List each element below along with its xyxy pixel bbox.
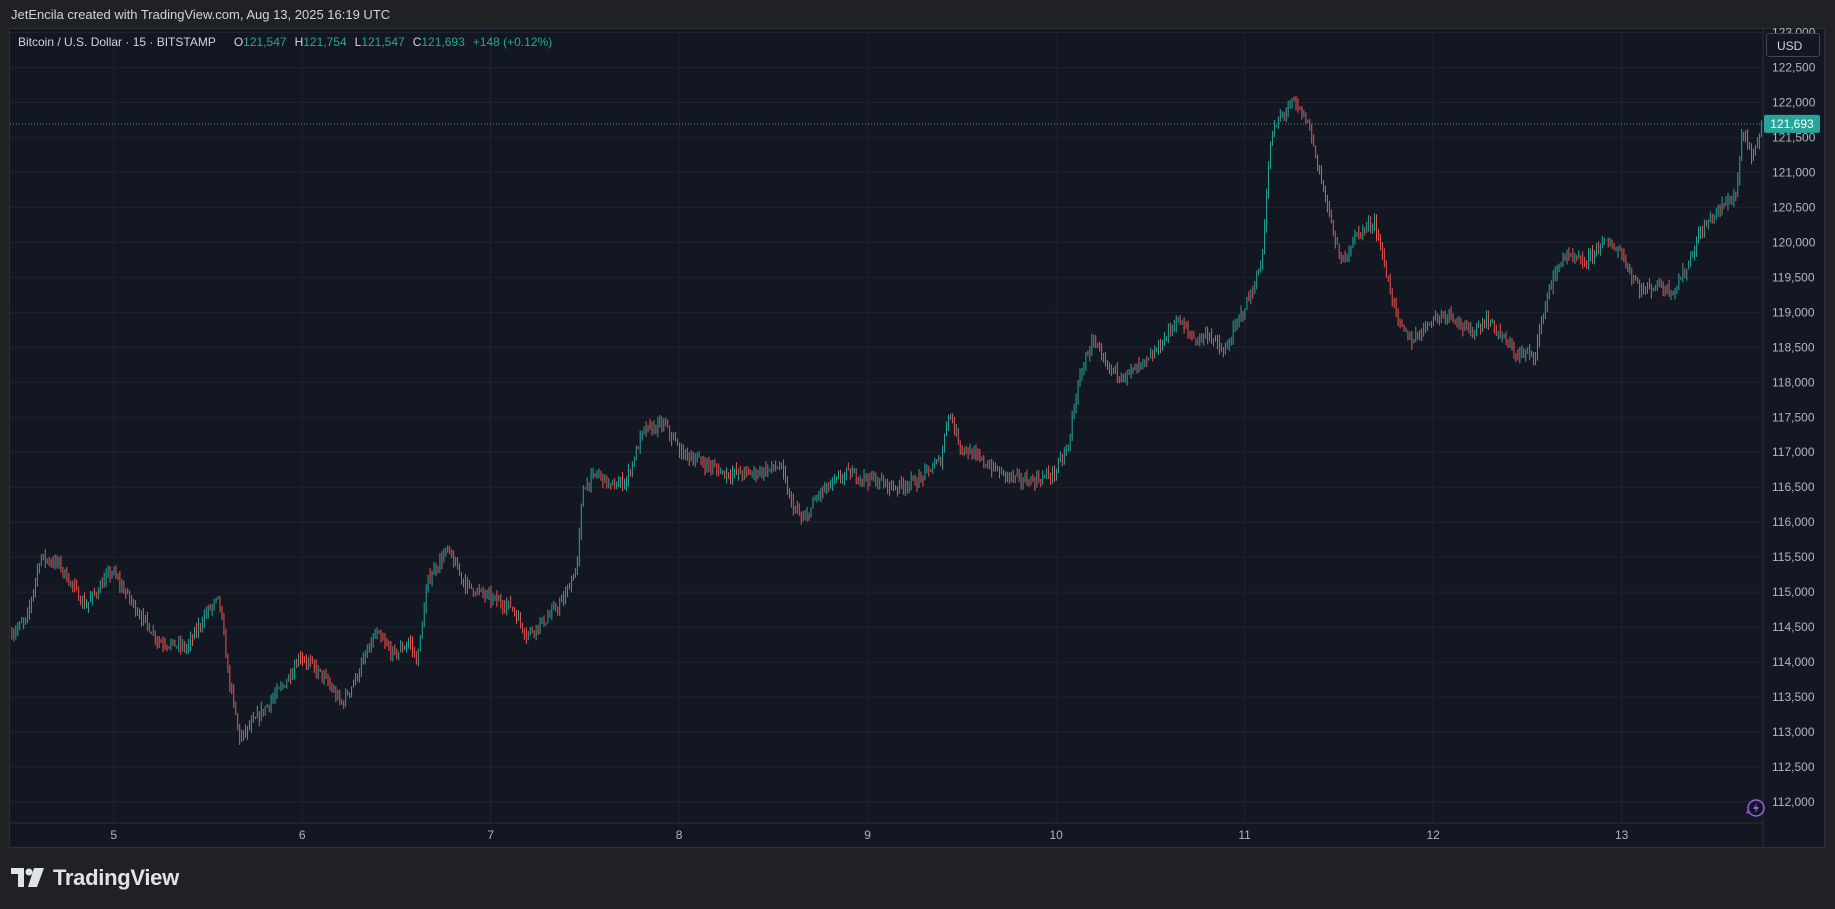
price-tick-label: 113,000	[1772, 725, 1815, 739]
time-tick-label: 10	[1049, 828, 1063, 842]
price-tick-label: 115,000	[1772, 585, 1815, 599]
price-tick-label: 112,000	[1772, 795, 1815, 809]
time-tick-label: 8	[676, 828, 683, 842]
price-tick-label: 114,000	[1772, 655, 1815, 669]
price-tick-label: 121,500	[1772, 130, 1816, 144]
change-value: +148 (+0.12%)	[472, 35, 553, 49]
price-tick-label: 119,000	[1772, 305, 1815, 319]
open-label: O	[233, 35, 244, 49]
tradingview-wordmark: TradingView	[53, 865, 179, 890]
open-value: 121,547	[243, 35, 287, 49]
attribution-text: JetEncila created with TradingView.com, …	[11, 7, 391, 22]
price-tick-label: 121,000	[1772, 165, 1816, 179]
price-tick-label: 112,500	[1772, 760, 1815, 774]
price-tick-label: 116,000	[1772, 515, 1815, 529]
time-tick-label: 5	[110, 828, 117, 842]
price-tick-label: 122,000	[1772, 95, 1816, 109]
price-tick-label: 116,500	[1772, 480, 1815, 494]
chart-attribution-bar: JetEncila created with TradingView.com, …	[0, 0, 1835, 28]
price-axis: 112,000 112,500 113,000 113,500 114,000 114,5…	[1772, 25, 1816, 809]
price-tick-label: 114,500	[1772, 620, 1815, 634]
candles	[11, 96, 1762, 745]
current-price-label: 121,693	[1770, 117, 1814, 131]
price-tick-label: 118,000	[1772, 375, 1815, 389]
time-tick-label: 6	[299, 828, 306, 842]
low-value: 121,547	[361, 35, 405, 49]
time-tick-label: 7	[487, 828, 494, 842]
symbol-label[interactable]: Bitcoin / U.S. Dollar · 15 · BITSTAMP	[18, 35, 216, 49]
lightning-icon[interactable]	[1746, 799, 1765, 817]
high-value: 121,754	[303, 35, 347, 49]
tradingview-logo-icon	[11, 868, 44, 887]
close-label: C	[412, 35, 422, 49]
time-axis: 5 6 7 8 9 10 11 12 13	[110, 828, 1628, 842]
tradingview-branding[interactable]: TradingView	[11, 865, 179, 891]
current-price-tag: 121,693	[1764, 114, 1820, 133]
time-tick-label: 11	[1238, 828, 1251, 842]
price-tick-label: 122,500	[1772, 60, 1816, 74]
time-tick-label: 9	[864, 828, 871, 842]
price-tick-label: 119,500	[1772, 270, 1815, 284]
price-tick-label: 120,500	[1772, 200, 1816, 214]
high-label: H	[294, 35, 304, 49]
currency-button[interactable]: USD	[1766, 33, 1820, 57]
price-tick-label: 115,500	[1772, 550, 1815, 564]
price-tick-label: 117,500	[1772, 410, 1815, 424]
chart-grid	[10, 29, 1763, 823]
price-tick-label: 118,500	[1772, 340, 1815, 354]
time-tick-label: 12	[1426, 828, 1440, 842]
close-value: 121,693	[421, 35, 465, 49]
low-label: L	[354, 35, 362, 49]
time-tick-label: 13	[1615, 828, 1629, 842]
chart-pane[interactable]	[9, 28, 1825, 848]
price-tick-label: 113,500	[1772, 690, 1815, 704]
price-tick-label: 117,000	[1772, 445, 1815, 459]
price-tick-label: 120,000	[1772, 235, 1816, 249]
